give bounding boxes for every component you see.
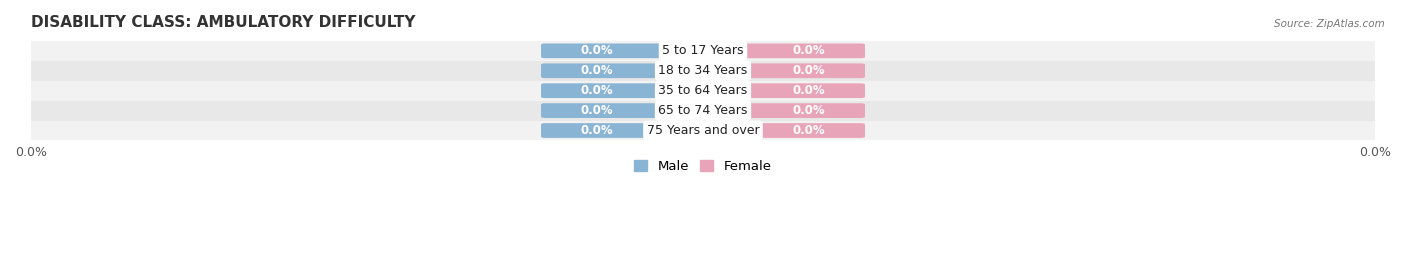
Text: 18 to 34 Years: 18 to 34 Years [658,64,748,77]
Text: 0.0%: 0.0% [581,44,613,57]
Text: 35 to 64 Years: 35 to 64 Years [658,84,748,97]
Bar [31,81,1375,101]
Text: 0.0%: 0.0% [793,44,825,57]
Text: 0.0%: 0.0% [581,104,613,117]
Legend: Male, Female: Male, Female [628,155,778,179]
Bar [31,101,1375,121]
FancyBboxPatch shape [541,63,697,78]
FancyBboxPatch shape [541,123,697,138]
FancyBboxPatch shape [709,123,865,138]
Text: 0.0%: 0.0% [581,64,613,77]
Text: 0.0%: 0.0% [793,124,825,137]
FancyBboxPatch shape [709,63,865,78]
Text: Source: ZipAtlas.com: Source: ZipAtlas.com [1274,19,1385,29]
FancyBboxPatch shape [709,44,865,58]
Text: 0.0%: 0.0% [581,124,613,137]
Bar [31,121,1375,140]
Text: 0.0%: 0.0% [793,64,825,77]
Text: 0.0%: 0.0% [793,84,825,97]
Text: 0.0%: 0.0% [793,104,825,117]
Bar [31,61,1375,81]
FancyBboxPatch shape [541,103,697,118]
Text: 5 to 17 Years: 5 to 17 Years [662,44,744,57]
FancyBboxPatch shape [541,44,697,58]
Text: DISABILITY CLASS: AMBULATORY DIFFICULTY: DISABILITY CLASS: AMBULATORY DIFFICULTY [31,15,416,30]
FancyBboxPatch shape [709,83,865,98]
Text: 65 to 74 Years: 65 to 74 Years [658,104,748,117]
Text: 75 Years and over: 75 Years and over [647,124,759,137]
FancyBboxPatch shape [541,83,697,98]
FancyBboxPatch shape [709,103,865,118]
Bar [31,41,1375,61]
Text: 0.0%: 0.0% [581,84,613,97]
